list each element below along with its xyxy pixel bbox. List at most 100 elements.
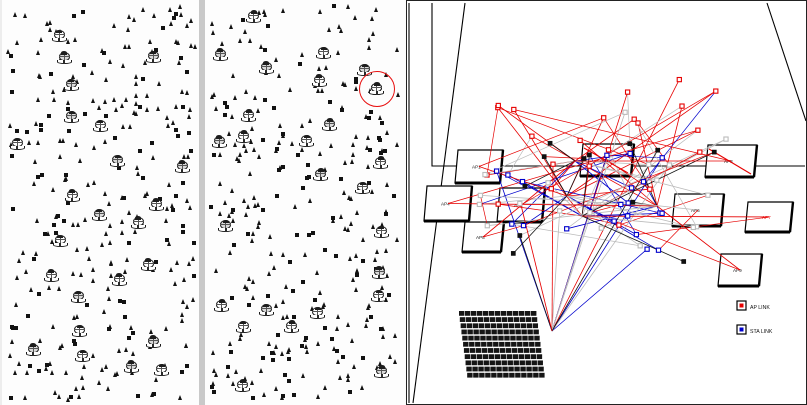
node-gray[interactable] (484, 223, 490, 229)
node-blue[interactable] (625, 200, 631, 206)
node-red[interactable] (679, 103, 685, 109)
node-black[interactable] (581, 156, 587, 161)
node-red[interactable] (647, 186, 653, 192)
node-red[interactable] (495, 201, 501, 207)
node-red[interactable] (695, 127, 701, 133)
node-blue[interactable] (625, 213, 631, 219)
node-red[interactable] (624, 89, 631, 95)
node-black[interactable] (541, 154, 547, 159)
node-gray[interactable] (476, 201, 483, 208)
node-black[interactable] (510, 251, 516, 256)
legend-swatch-fill[interactable] (739, 303, 744, 308)
room-label[interactable]: AP6 (691, 208, 700, 213)
node-red[interactable] (697, 149, 703, 155)
node-blue[interactable] (519, 178, 526, 185)
node-red[interactable] (548, 186, 554, 192)
node-black[interactable] (655, 147, 661, 153)
node-red[interactable] (586, 163, 592, 169)
node-red[interactable] (631, 116, 637, 122)
node-red[interactable] (601, 115, 607, 121)
node-black[interactable] (627, 141, 633, 147)
node-blue[interactable] (509, 221, 515, 227)
node-red[interactable] (495, 102, 501, 109)
node-gray[interactable] (557, 208, 563, 214)
floor-grid-cell (477, 311, 483, 316)
node-blue[interactable] (655, 247, 662, 253)
room-box-shadow-side[interactable] (498, 149, 505, 184)
wall-diagonal-right[interactable] (766, 2, 806, 122)
node-blue[interactable] (505, 172, 511, 178)
node-red[interactable] (605, 147, 612, 153)
node-gray[interactable] (477, 192, 484, 199)
room-box-shadow-side[interactable] (499, 221, 506, 253)
room-box-shadow-side[interactable] (719, 193, 726, 227)
room-label[interactable]: AP2 (600, 158, 609, 163)
legend-label[interactable]: STA LINK (750, 329, 773, 335)
node-black[interactable] (630, 199, 636, 205)
node-red[interactable] (676, 76, 682, 83)
node-red[interactable] (577, 137, 583, 144)
scatter-marker (80, 10, 85, 14)
node-gray[interactable] (545, 180, 551, 186)
node-red[interactable] (511, 106, 517, 113)
node-blue[interactable] (659, 210, 665, 216)
node-gray[interactable] (637, 243, 643, 249)
node-blue[interactable] (633, 231, 640, 238)
scatter-marker (36, 368, 41, 373)
node-blue[interactable] (627, 150, 633, 157)
legend-label[interactable]: AP LINK (750, 305, 770, 311)
node-blue[interactable] (640, 179, 647, 185)
node-red[interactable] (635, 120, 641, 126)
room-label[interactable]: AP4 (441, 202, 450, 207)
room-label[interactable]: AP1 (472, 165, 481, 170)
node-red[interactable] (616, 222, 622, 228)
node-gray[interactable] (654, 177, 660, 183)
room-box-shadow-side[interactable] (752, 144, 759, 178)
node-black[interactable] (587, 152, 592, 158)
node-gray[interactable] (598, 225, 604, 231)
node-blue[interactable] (628, 185, 635, 191)
node-red[interactable] (713, 88, 719, 94)
node-red[interactable] (550, 161, 556, 167)
node-blue[interactable] (520, 222, 527, 229)
scatter-marker (86, 256, 91, 262)
node-blue[interactable] (604, 152, 610, 158)
node-gray[interactable] (690, 224, 696, 231)
scatter-marker (72, 315, 77, 321)
node-group[interactable] (476, 76, 729, 264)
room-box-shadow-side[interactable] (788, 201, 795, 233)
room-label[interactable]: AP9 (733, 268, 742, 273)
node-blue[interactable] (564, 226, 570, 232)
node-red[interactable] (529, 133, 535, 139)
scatter-marker (11, 68, 16, 73)
node-blue[interactable] (659, 155, 665, 161)
node-gray[interactable] (723, 136, 729, 142)
node-gray[interactable] (517, 200, 523, 207)
node-gray[interactable] (705, 192, 711, 198)
node-blue[interactable] (493, 168, 500, 174)
floor-grid[interactable] (459, 311, 545, 378)
node-gray[interactable] (666, 162, 673, 168)
node-gray[interactable] (646, 161, 652, 168)
node-gray[interactable] (587, 210, 593, 216)
room-box-shadow-side[interactable] (757, 253, 764, 287)
node-gray[interactable] (622, 109, 628, 115)
node-black[interactable] (711, 149, 717, 155)
legend-swatch-fill[interactable] (739, 327, 744, 332)
scatter-marker (82, 63, 87, 67)
floor-grid-cell (505, 348, 512, 353)
node-blue[interactable] (611, 218, 617, 224)
node-gray[interactable] (482, 171, 488, 178)
node-black[interactable] (547, 140, 553, 146)
node-black[interactable] (517, 233, 523, 238)
node-blue[interactable] (644, 246, 650, 252)
node-blue[interactable] (618, 201, 624, 208)
node-black[interactable] (522, 183, 528, 189)
room-label[interactable]: AP8 (476, 235, 485, 240)
wall-left[interactable] (431, 3, 805, 167)
scatter-marker (97, 104, 101, 110)
node-black[interactable] (681, 259, 687, 264)
scatter-marker (28, 364, 33, 368)
room-label[interactable]: AP3 (724, 159, 733, 164)
scatter-marker (241, 143, 246, 148)
